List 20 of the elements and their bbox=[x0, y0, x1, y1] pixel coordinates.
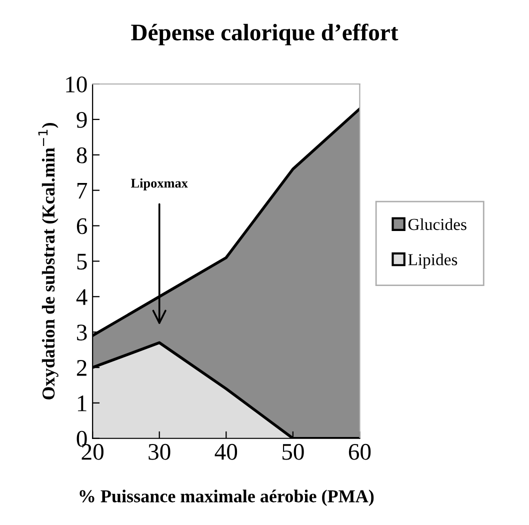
y-tick-label: 9 bbox=[76, 112, 87, 128]
y-tick-label: 3 bbox=[77, 324, 87, 340]
y-tick-label: 6 bbox=[76, 218, 88, 234]
y-tick-label: 1 bbox=[78, 396, 86, 412]
x-axis-title: % Puissance maximale aérobie (PMA) bbox=[80, 490, 374, 506]
annotation: Lipoxmax bbox=[130, 178, 188, 190]
x-tick-label: 60 bbox=[348, 444, 371, 460]
x-tick-label: 30 bbox=[148, 444, 170, 460]
x-tick-label: 50 bbox=[282, 444, 304, 460]
x-tick-label: 40 bbox=[214, 444, 238, 460]
y-tick-label: 5 bbox=[77, 254, 87, 270]
legend-label: Glucides bbox=[408, 218, 466, 230]
chart-title: Dépense calorique d’effort bbox=[131, 24, 398, 46]
y-axis-title: Oxydation de substrat (Kcal.min$^{−1}$) bbox=[38, 122, 58, 400]
y-tick-label: 7 bbox=[77, 183, 88, 199]
y-tick-label: 2 bbox=[76, 360, 86, 376]
y-tick-label: 4 bbox=[76, 289, 88, 305]
legend-label: Lipides bbox=[408, 254, 458, 269]
y-tick-label: 10 bbox=[66, 76, 87, 92]
y-tick-label: 8 bbox=[76, 147, 87, 164]
